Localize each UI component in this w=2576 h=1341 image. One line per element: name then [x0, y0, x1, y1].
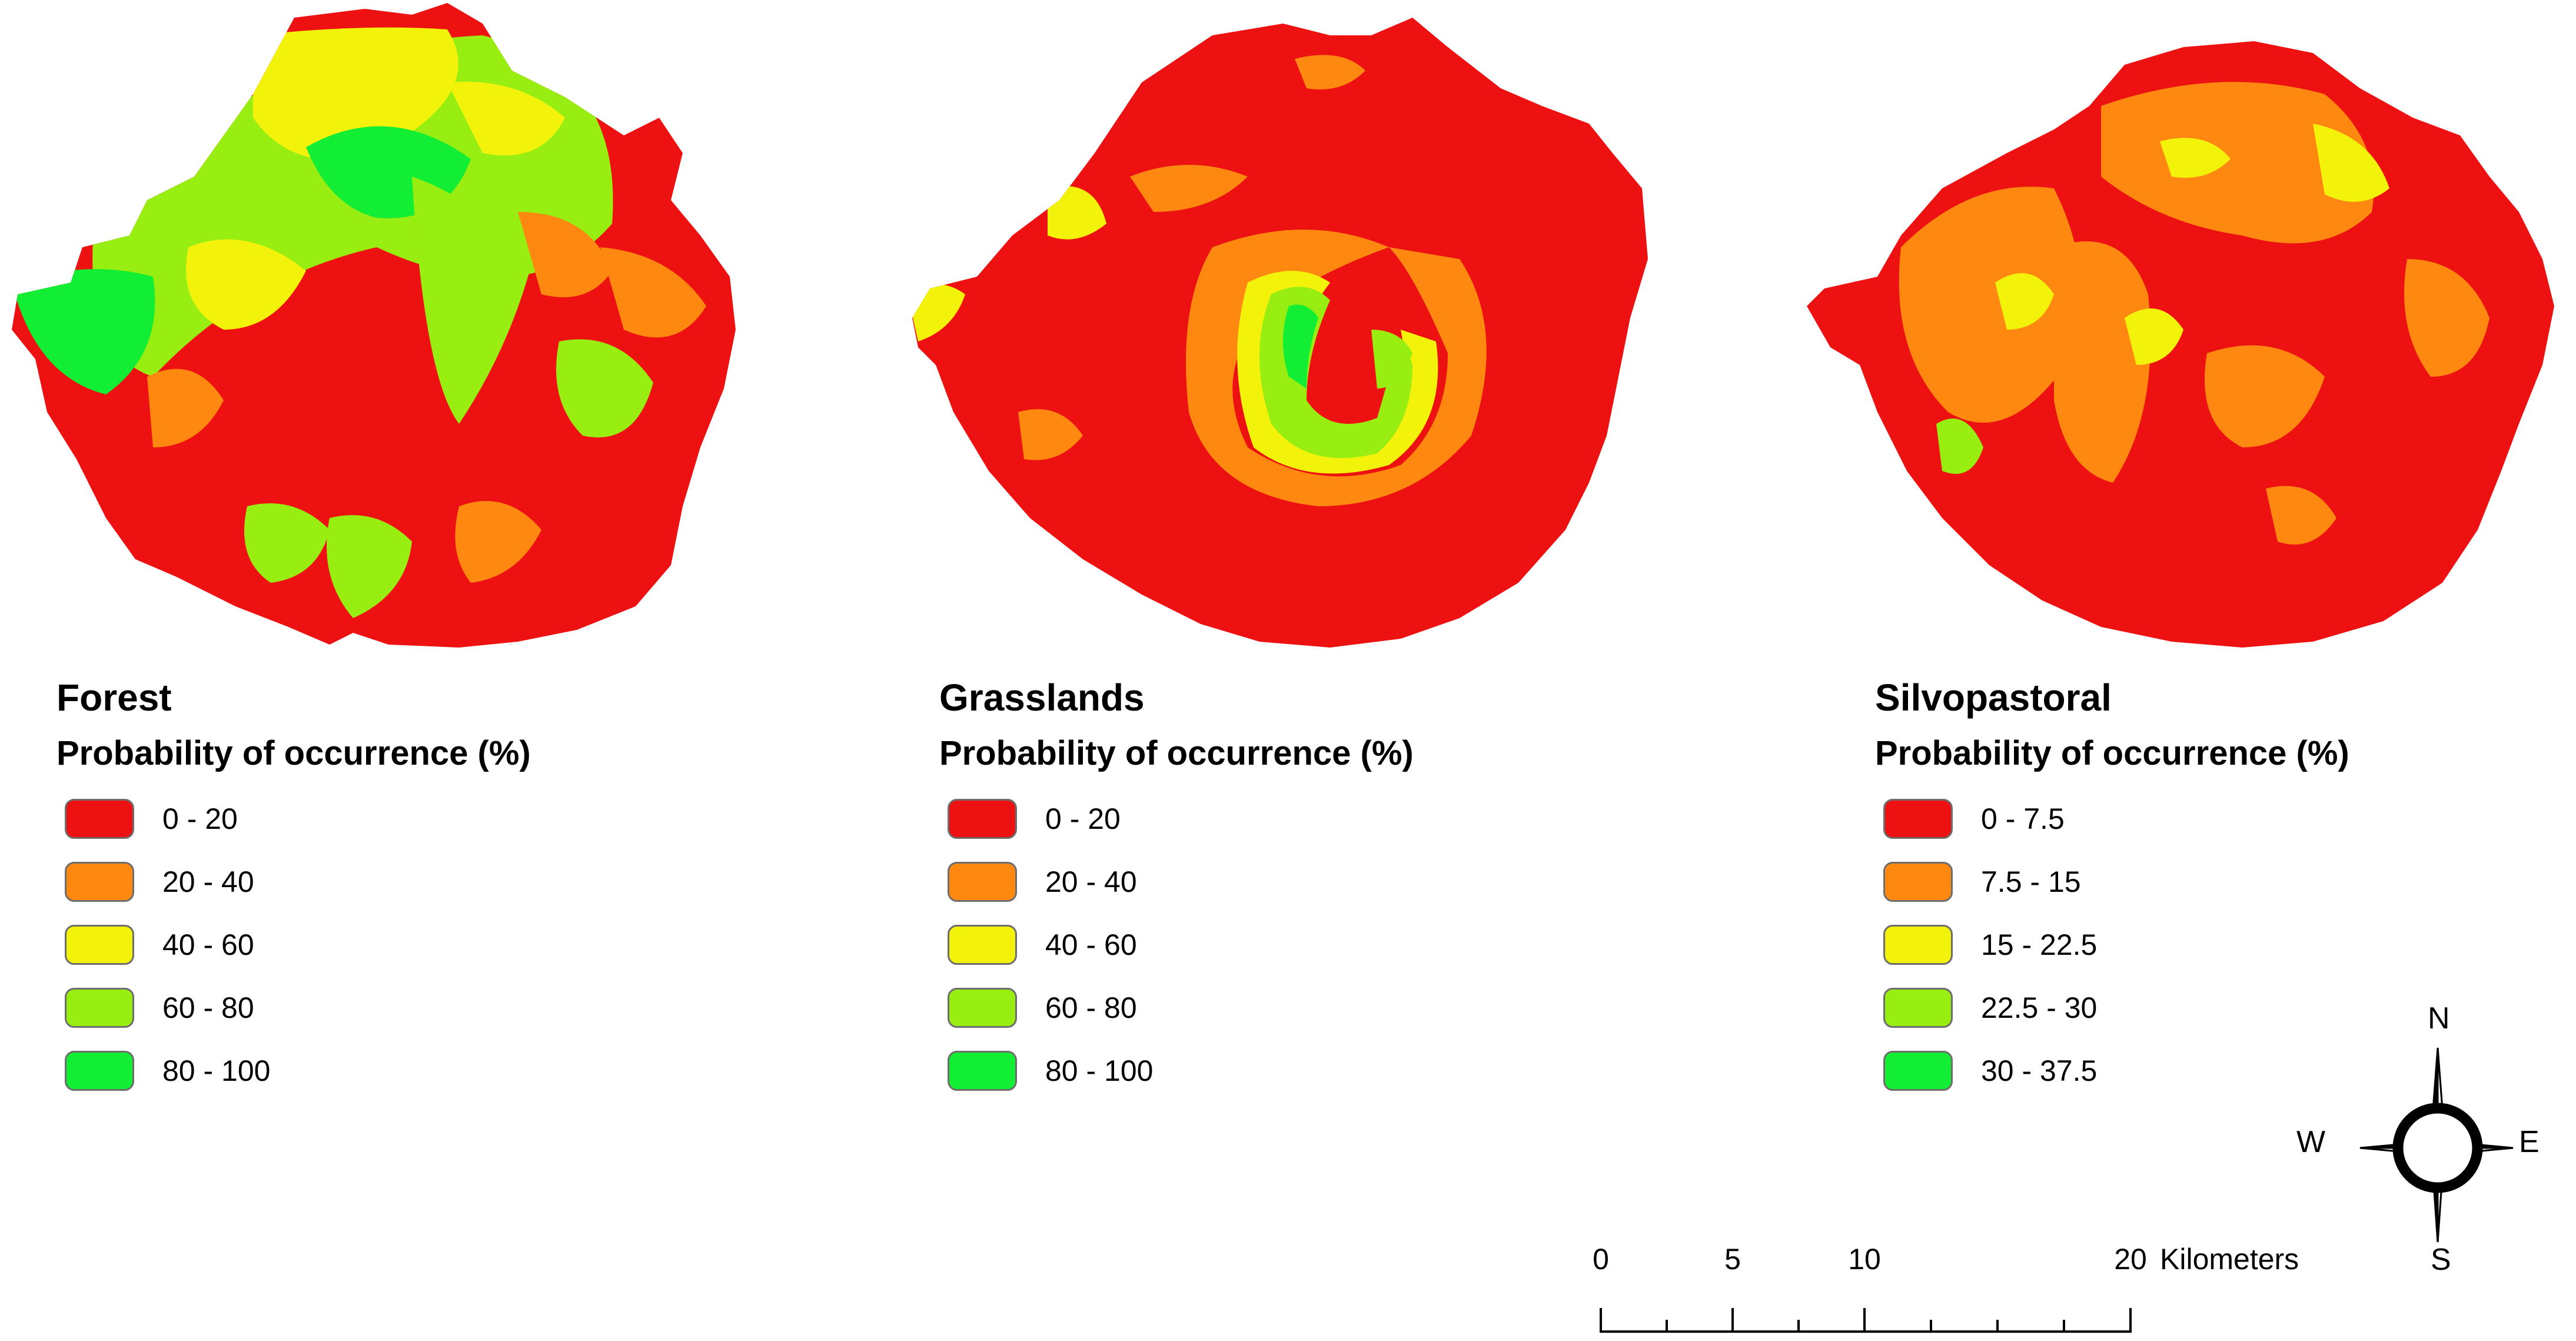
legend-item: 80 - 100: [939, 1039, 1414, 1102]
legend-grasslands: Grasslands Probability of occurrence (%)…: [939, 674, 1414, 1102]
swatch: [65, 798, 134, 839]
legend-subtitle: Probability of occurrence (%): [1875, 734, 2349, 772]
scale-units: Kilometers: [2160, 1243, 2299, 1276]
legend-label: 60 - 80: [1045, 991, 1137, 1024]
scale-bar: 0 5 10 20 Kilometers: [1554, 1242, 2331, 1336]
legend-subtitle: Probability of occurrence (%): [56, 734, 531, 772]
swatch: [948, 987, 1017, 1028]
compass-e-label: E: [2519, 1125, 2540, 1159]
legend-item: 0 - 7.5: [1875, 787, 2349, 850]
swatch: [1883, 1050, 1953, 1091]
map-forest: [0, 0, 765, 659]
legend-label: 20 - 40: [1045, 865, 1137, 898]
legend-title: Forest: [56, 676, 172, 719]
legend-label: 0 - 7.5: [1981, 802, 2065, 835]
swatch: [1883, 861, 1953, 902]
legend-label: 7.5 - 15: [1981, 865, 2081, 898]
swatch: [65, 987, 134, 1028]
compass-s-label: S: [2431, 1243, 2451, 1277]
legend-item: 20 - 40: [56, 850, 531, 913]
scale-ruler: [1600, 1308, 2132, 1333]
swatch: [65, 924, 134, 965]
compass-n-label: N: [2428, 1001, 2450, 1035]
legend-label: 0 - 20: [162, 802, 238, 835]
legend-item: 40 - 60: [56, 913, 531, 976]
swatch: [65, 1050, 134, 1091]
swatch: [1883, 987, 1953, 1028]
scale-label: 20: [2114, 1243, 2147, 1276]
legend-item: 80 - 100: [56, 1039, 531, 1102]
scale-label: 0: [1593, 1243, 1609, 1276]
map-grasslands: [883, 0, 1648, 659]
legend-label: 40 - 60: [162, 928, 254, 961]
legend-item: 0 - 20: [939, 787, 1414, 850]
legend-label: 15 - 22.5: [1981, 928, 2098, 961]
legend-item: 60 - 80: [939, 976, 1414, 1039]
legend-item: 40 - 60: [939, 913, 1414, 976]
legend-label: 0 - 20: [1045, 802, 1121, 835]
swatch: [948, 924, 1017, 965]
legend-item: 22.5 - 30: [1875, 976, 2349, 1039]
legend-item: 60 - 80: [56, 976, 531, 1039]
legend-label: 60 - 80: [162, 991, 254, 1024]
legend-item: 15 - 22.5: [1875, 913, 2349, 976]
swatch: [1883, 798, 1953, 839]
legend-silvopastoral: Silvopastoral Probability of occurrence …: [1875, 674, 2349, 1102]
legend-label: 22.5 - 30: [1981, 991, 2098, 1024]
swatch: [948, 861, 1017, 902]
legend-item: 20 - 40: [939, 850, 1414, 913]
legend-subtitle: Probability of occurrence (%): [939, 734, 1414, 772]
legend-label: 80 - 100: [1045, 1054, 1154, 1087]
legend-label: 20 - 40: [162, 865, 254, 898]
map-silvopastoral: [1795, 0, 2560, 659]
legend-forest: Forest Probability of occurrence (%) 0 -…: [56, 674, 531, 1102]
compass-w-label: W: [2296, 1125, 2326, 1159]
swatch: [948, 1050, 1017, 1091]
legend-label: 80 - 100: [162, 1054, 271, 1087]
legend-label: 40 - 60: [1045, 928, 1137, 961]
swatch: [65, 861, 134, 902]
scale-label: 10: [1848, 1243, 1881, 1276]
scale-label: 5: [1724, 1243, 1741, 1276]
legend-title: Silvopastoral: [1875, 676, 2112, 719]
legend-title: Grasslands: [939, 676, 1145, 719]
swatch: [1883, 924, 1953, 965]
legend-label: 30 - 37.5: [1981, 1054, 2098, 1087]
legend-item: 0 - 20: [56, 787, 531, 850]
legend-item: 30 - 37.5: [1875, 1039, 2349, 1102]
swatch: [948, 798, 1017, 839]
north-arrow: N S E W: [2284, 1001, 2542, 1283]
legend-item: 7.5 - 15: [1875, 850, 2349, 913]
north-arrow-icon: [2359, 1047, 2514, 1243]
